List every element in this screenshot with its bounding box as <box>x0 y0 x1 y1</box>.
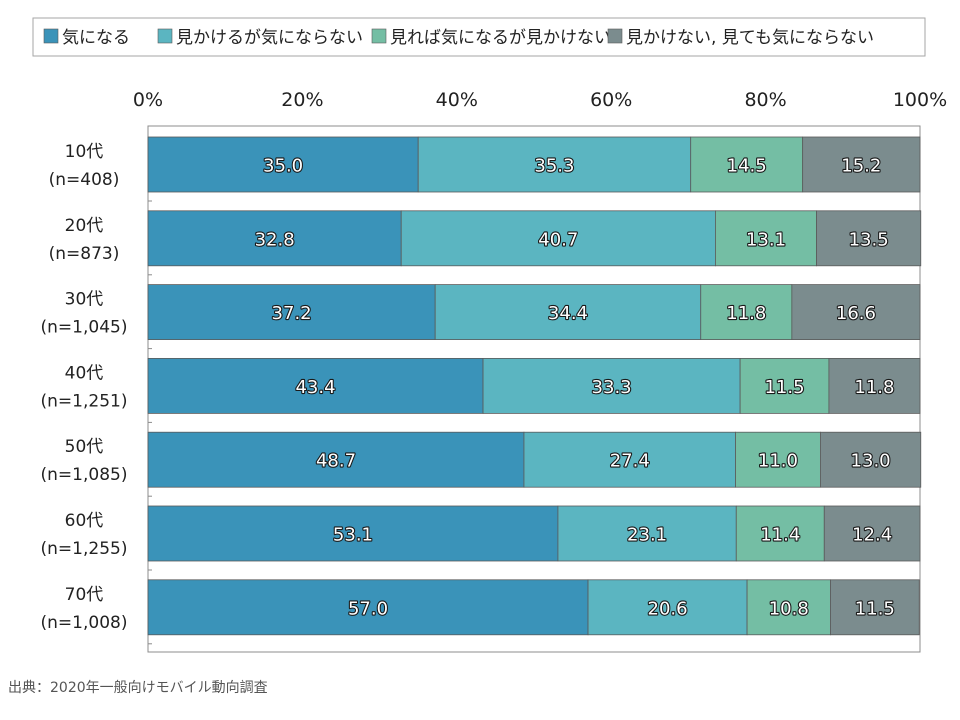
category-label: 30代 <box>65 290 104 310</box>
x-tick-label: 60% <box>590 89 632 111</box>
bar-segment <box>791 284 921 341</box>
x-tick-label: 100% <box>893 89 947 111</box>
data-label: 11.8 <box>726 303 766 324</box>
bar-segment <box>147 136 419 193</box>
bar-segment <box>557 505 737 562</box>
data-label: 13.0 <box>851 451 891 472</box>
bar-segment <box>147 284 436 341</box>
bar-segment <box>828 357 921 414</box>
data-label: 57.0 <box>348 598 388 619</box>
category-label: 70代 <box>65 585 104 605</box>
data-label: 11.4 <box>760 525 800 546</box>
legend-label-4: 見かけない, 見ても気にならない <box>626 28 874 48</box>
bar-segment <box>816 210 922 267</box>
data-label: 48.7 <box>316 451 356 472</box>
bar-segment <box>823 505 921 562</box>
data-label: 16.6 <box>836 303 876 324</box>
data-label: 11.0 <box>758 451 798 472</box>
data-label: 13.1 <box>746 229 786 250</box>
category-label: 40代 <box>65 363 104 383</box>
legend-swatch-4 <box>607 28 623 44</box>
data-label: 11.5 <box>855 598 895 619</box>
data-label: 33.3 <box>592 377 632 398</box>
data-label: 37.2 <box>272 303 312 324</box>
data-label: 27.4 <box>610 451 650 472</box>
data-label: 11.5 <box>764 377 804 398</box>
legend-swatch-1 <box>43 28 59 44</box>
data-label: 20.6 <box>648 598 688 619</box>
data-label: 13.5 <box>849 229 889 250</box>
bar-segment <box>147 357 484 414</box>
x-tick-label: 20% <box>281 89 323 111</box>
x-tick-label: 40% <box>436 89 478 111</box>
data-label: 10.8 <box>769 598 809 619</box>
x-tick-label: 0% <box>133 89 163 111</box>
category-label: 50代 <box>65 437 104 457</box>
bar-segment <box>147 505 559 562</box>
bar-segment <box>715 210 817 267</box>
data-label: 53.1 <box>333 525 373 546</box>
category-label: (n=873) <box>49 244 120 264</box>
data-label: 12.4 <box>852 525 892 546</box>
source-note: 出典：2020年一般向けモバイル動向調査 <box>8 680 268 696</box>
legend-label-1: 気になる <box>62 28 130 48</box>
data-label: 43.4 <box>295 377 335 398</box>
category-label: (n=1,045) <box>41 318 128 338</box>
category-label: (n=1,085) <box>41 465 128 485</box>
legend-swatch-2 <box>157 28 173 44</box>
category-label: 20代 <box>65 216 104 236</box>
data-label: 40.7 <box>538 229 578 250</box>
category-label: 10代 <box>65 142 104 162</box>
bar-segment <box>700 284 793 341</box>
category-labels: 10代 (n=408) 20代 (n=873) 30代 (n=1,045) 40代 (n=1,… <box>41 142 128 633</box>
bar-segment <box>802 136 921 193</box>
bar-segment <box>739 357 830 414</box>
data-label: 32.8 <box>255 229 295 250</box>
bar-segment <box>147 210 402 267</box>
legend-label-3: 見れば気になるが見かけない <box>390 28 611 48</box>
data-label: 11.8 <box>854 377 894 398</box>
category-label: (n=1,255) <box>41 539 128 559</box>
bar-segment <box>147 431 525 488</box>
bar-segment <box>400 210 716 267</box>
legend-frame <box>32 17 926 57</box>
bar-segment <box>690 136 804 193</box>
data-label: 15.2 <box>841 156 881 177</box>
category-label: (n=1,251) <box>41 391 128 411</box>
data-label: 34.4 <box>548 303 588 324</box>
category-label: (n=408) <box>49 170 120 190</box>
category-label: (n=1,008) <box>41 613 128 633</box>
bar-segment <box>434 284 702 341</box>
data-label: 14.5 <box>727 156 767 177</box>
x-tick-label: 80% <box>744 89 786 111</box>
bar-segment <box>830 579 920 636</box>
bar-segment <box>482 357 741 414</box>
legend-swatch-3 <box>371 28 387 44</box>
bars: 35.0 35.3 14.5 15.2 32.8 40.7 13.1 13.5 37.2 34.4… <box>147 125 922 653</box>
bar-segment <box>523 431 736 488</box>
data-label: 23.1 <box>627 525 667 546</box>
data-label: 35.0 <box>263 156 303 177</box>
legend-label-2: 見かけるが気にならない <box>176 28 363 48</box>
bar-segment <box>820 431 922 488</box>
data-label: 35.3 <box>534 156 574 177</box>
bar-segment <box>735 431 821 488</box>
x-axis-ticks: 0% 20% 40% 60% 80% 100% <box>133 89 947 111</box>
bar-segment <box>746 579 831 636</box>
legend: 気になる 見かけるが気にならない 見れば気になるが見かけない 見かけない, 見ても気に… <box>32 17 926 57</box>
category-label: 60代 <box>65 511 104 531</box>
